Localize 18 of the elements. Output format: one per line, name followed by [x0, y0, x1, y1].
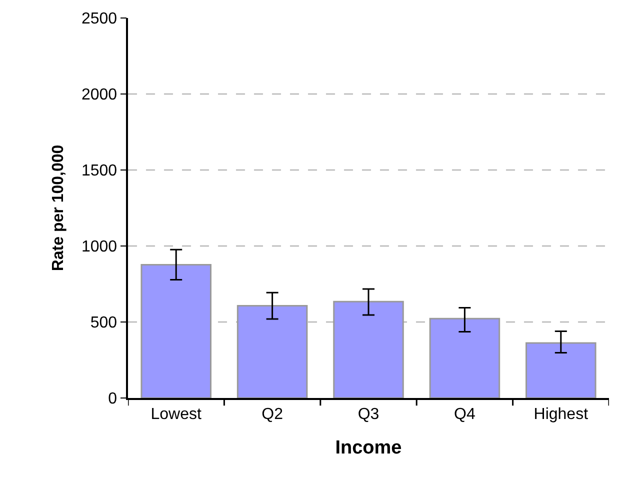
- bar: [429, 318, 500, 398]
- bar: [140, 264, 212, 398]
- x-tick-label: Highest: [534, 406, 589, 423]
- x-tick-label: Q3: [358, 406, 380, 423]
- bar: [333, 300, 404, 398]
- x-tick-label: Q4: [454, 406, 476, 423]
- y-tick-label: 0: [108, 390, 118, 408]
- y-tick-label: 1500: [81, 162, 118, 180]
- y-tick-label: 1000: [81, 238, 118, 256]
- x-axis-title: Income: [335, 437, 402, 458]
- y-tick-label: 2000: [81, 86, 118, 104]
- y-axis-title: Rate per 100,000: [50, 144, 67, 272]
- bar: [236, 304, 308, 398]
- bar: [526, 342, 596, 398]
- x-tick-label: Q2: [262, 406, 284, 423]
- y-tick-label: 2500: [81, 10, 118, 28]
- y-tick-label: 500: [90, 314, 118, 332]
- x-tick-label: Lowest: [150, 406, 202, 423]
